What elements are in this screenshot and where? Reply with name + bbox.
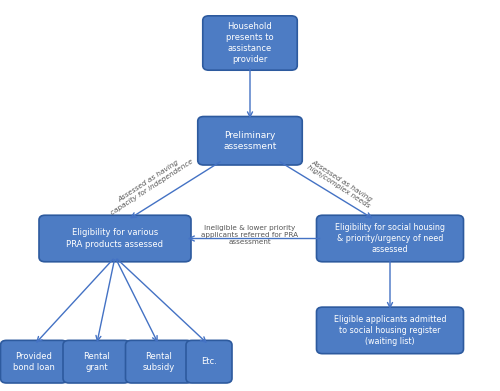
Text: Etc.: Etc. <box>201 357 217 366</box>
Text: Assessed as having
capacity for independence: Assessed as having capacity for independ… <box>106 152 194 216</box>
FancyBboxPatch shape <box>316 307 464 353</box>
Text: Eligibility for social housing
& priority/urgency of need
assessed: Eligibility for social housing & priorit… <box>335 223 445 254</box>
Text: Household
presents to
assistance
provider: Household presents to assistance provide… <box>226 22 274 64</box>
Text: Provided
bond loan: Provided bond loan <box>13 352 55 372</box>
Text: Eligibility for various
PRA products assessed: Eligibility for various PRA products ass… <box>66 228 164 249</box>
FancyBboxPatch shape <box>203 16 297 70</box>
FancyBboxPatch shape <box>126 340 192 383</box>
FancyBboxPatch shape <box>198 117 302 165</box>
Text: Rental
grant: Rental grant <box>83 352 110 372</box>
FancyBboxPatch shape <box>316 215 464 262</box>
FancyBboxPatch shape <box>63 340 130 383</box>
FancyBboxPatch shape <box>186 340 232 383</box>
Text: Preliminary
assessment: Preliminary assessment <box>224 131 276 151</box>
Text: Eligible applicants admitted
to social housing register
(waiting list): Eligible applicants admitted to social h… <box>334 315 446 346</box>
Text: Ineligible & lower priority
applicants referred for PRA
assessment: Ineligible & lower priority applicants r… <box>202 224 298 245</box>
FancyBboxPatch shape <box>0 340 68 383</box>
FancyBboxPatch shape <box>39 215 191 262</box>
Text: Assessed as having
high/complex needs: Assessed as having high/complex needs <box>306 158 374 209</box>
Text: Rental
subsidy: Rental subsidy <box>143 352 175 372</box>
